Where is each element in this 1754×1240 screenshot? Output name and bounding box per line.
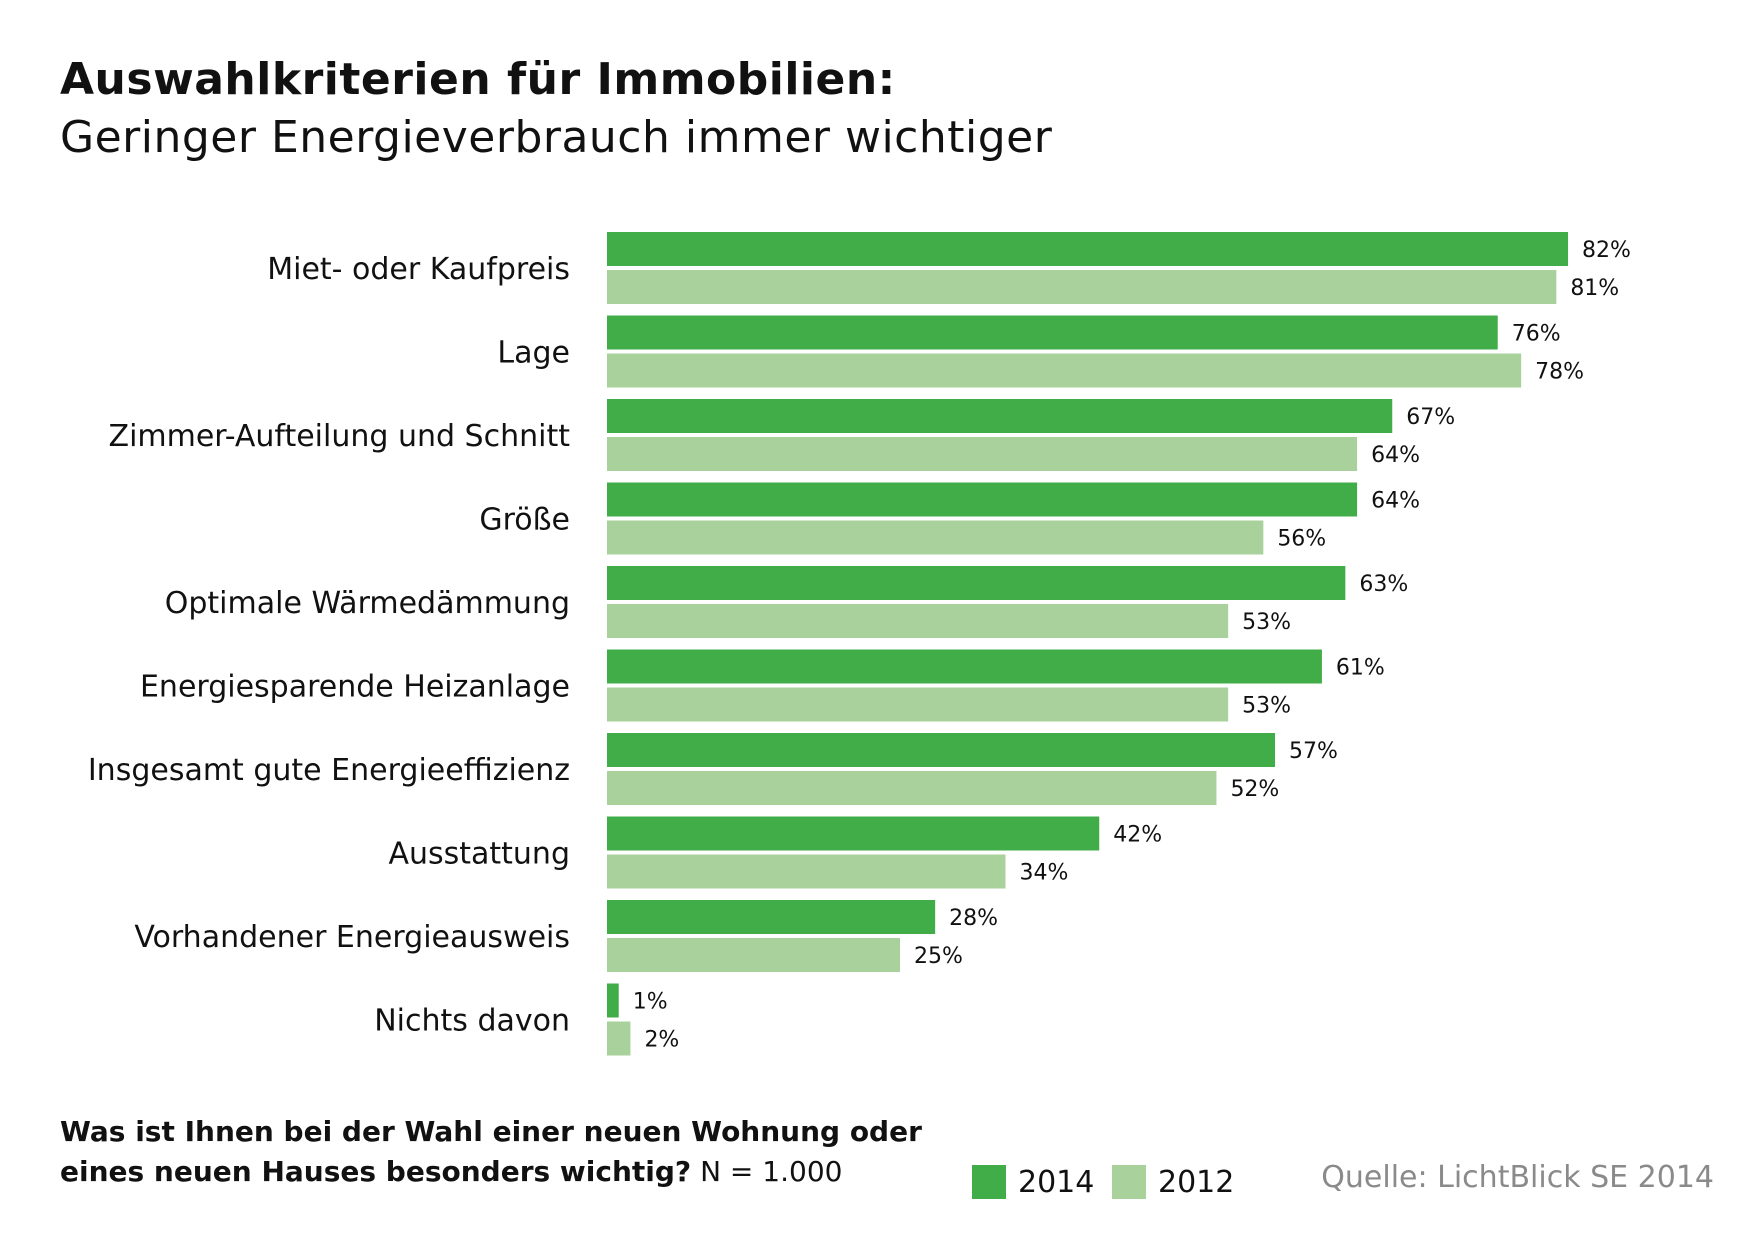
bar-chart: Miet- oder Kaufpreis 82% 81% Lage 76% 78% Zimm…: [88, 232, 1631, 1056]
legend-swatch-2012: [1112, 1165, 1146, 1199]
data-label-2014: 1%: [633, 990, 668, 1015]
bar-2012: [607, 353, 1522, 388]
bar-2012: [607, 1021, 631, 1056]
category-label: Optimale Wärmedämmung: [165, 586, 570, 621]
bar-2014: [607, 733, 1276, 767]
data-label-2012: 53%: [1242, 610, 1291, 635]
data-label-2012: 56%: [1277, 527, 1326, 552]
data-label-2012: 52%: [1230, 777, 1279, 802]
bar-2012: [607, 437, 1358, 471]
data-label-2014: 57%: [1289, 739, 1338, 764]
source-note: Quelle: LichtBlick SE 2014: [1321, 1160, 1714, 1195]
category-label: Zimmer-Aufteilung und Schnitt: [109, 419, 571, 454]
chart-subtitle: Geringer Energieverbrauch immer wichtige…: [60, 112, 1053, 163]
data-label-2012: 2%: [644, 1028, 679, 1053]
bar-2012: [607, 854, 1006, 889]
bar-2012: [607, 687, 1229, 722]
data-label-2014: 63%: [1359, 572, 1408, 597]
data-label-2012: 34%: [1019, 861, 1068, 886]
legend-label-2014: 2014: [1018, 1164, 1095, 1200]
bar-2014: [607, 816, 1100, 851]
data-label-2012: 64%: [1371, 443, 1420, 468]
category-label: Lage: [497, 336, 570, 371]
bar-2014: [607, 649, 1322, 684]
bar-2012: [607, 771, 1217, 805]
bars-group: Miet- oder Kaufpreis 82% 81% Lage 76% 78% Zimm…: [88, 232, 1631, 1056]
category-label: Insgesamt gute Energieeffizienz: [88, 753, 570, 788]
bar-2012: [607, 938, 900, 972]
data-label-2014: 28%: [949, 906, 998, 931]
legend-item-2014: 2014: [972, 1162, 1094, 1202]
legend-swatch-2014: [972, 1165, 1006, 1199]
sample-size: N = 1.000: [691, 1155, 843, 1188]
category-label: Nichts davon: [374, 1004, 570, 1039]
bar-2014: [607, 900, 936, 934]
category-label: Vorhandener Energieausweis: [134, 920, 570, 955]
data-label-2014: 76%: [1512, 322, 1561, 347]
data-label-2014: 42%: [1113, 823, 1162, 848]
legend-label-2012: 2012: [1158, 1164, 1235, 1200]
category-label: Ausstattung: [388, 837, 570, 872]
data-label-2012: 81%: [1570, 276, 1619, 301]
bar-2012: [607, 270, 1557, 304]
legend-item-2012: 2012: [1112, 1162, 1234, 1202]
bar-2014: [607, 399, 1393, 433]
question-line-2: eines neuen Hauses besonders wichtig?: [60, 1155, 692, 1188]
category-label: Miet- oder Kaufpreis: [267, 252, 570, 287]
data-label-2012: 25%: [914, 944, 963, 969]
data-label-2014: 64%: [1371, 489, 1420, 514]
category-label: Energiesparende Heizanlage: [140, 670, 570, 705]
bar-2012: [607, 520, 1264, 555]
data-label-2014: 61%: [1336, 656, 1385, 681]
data-label-2012: 53%: [1242, 694, 1291, 719]
chart-title: Auswahlkriterien für Immobilien:: [60, 54, 896, 105]
category-label: Größe: [479, 503, 570, 538]
bar-2014: [607, 566, 1346, 600]
bar-2014: [607, 232, 1569, 266]
bar-2014: [607, 315, 1498, 350]
data-label-2014: 67%: [1406, 405, 1455, 430]
bar-2014: [607, 482, 1358, 517]
survey-question: Was ist Ihnen bei der Wahl einer neuen W…: [60, 1112, 922, 1192]
bar-2014: [607, 983, 619, 1018]
data-label-2014: 82%: [1582, 238, 1631, 263]
bar-2012: [607, 604, 1229, 638]
question-line-1: Was ist Ihnen bei der Wahl einer neuen W…: [60, 1115, 922, 1148]
data-label-2012: 78%: [1535, 360, 1584, 385]
